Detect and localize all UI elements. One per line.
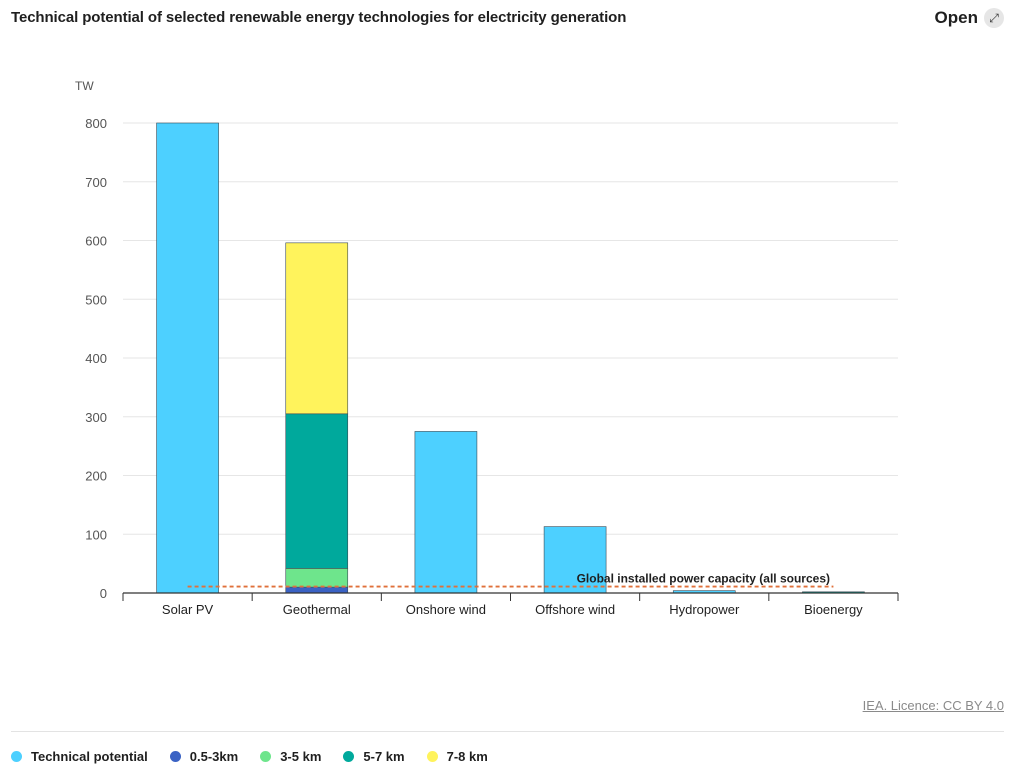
legend-item-7-8km[interactable]: 7-8 km — [426, 749, 488, 764]
legend-label: 0.5-3km — [189, 749, 239, 764]
x-category-label: Offshore wind — [535, 602, 615, 617]
open-button[interactable]: Open ⤢ — [935, 8, 1004, 28]
open-label: Open — [934, 8, 978, 27]
bar-segment — [414, 431, 478, 594]
y-tick-label: 300 — [85, 410, 107, 425]
chart-plot: TW 0 100 200 300 400 500 600 700 800 Solar PV Geoth… — [75, 79, 899, 617]
legend-swatch — [260, 751, 272, 762]
legend-label: 3-5 km — [280, 749, 322, 764]
legend-divider — [11, 731, 1004, 732]
chart-title: Technical potential of selected renewabl… — [11, 9, 627, 26]
y-tick-label: 700 — [85, 175, 107, 190]
bar-segment — [285, 242, 349, 415]
legend-label: 5-7 km — [363, 749, 405, 764]
legend-label: Technical potential — [31, 749, 148, 764]
legend: Technical potential 0.5-3km 3-5 km 5-7 k… — [11, 749, 488, 764]
y-tick-label: 400 — [85, 351, 107, 366]
x-category-label: Onshore wind — [406, 602, 486, 617]
legend-swatch — [343, 751, 355, 762]
legend-item-0.5-3km[interactable]: 0.5-3km — [169, 749, 239, 764]
expand-arrows-icon: ⤢ — [984, 8, 1004, 28]
legend-swatch — [426, 751, 438, 762]
bar-segment — [285, 413, 349, 569]
x-category-label: Bioenergy — [804, 602, 863, 617]
x-category-label: Solar PV — [162, 602, 214, 617]
legend-swatch — [169, 751, 181, 762]
y-tick-label: 600 — [85, 234, 107, 249]
y-tick-label: 200 — [85, 469, 107, 484]
legend-item-5-7km[interactable]: 5-7 km — [343, 749, 405, 764]
license-link[interactable]: IEA. Licence: CC BY 4.0 — [862, 698, 1004, 713]
legend-item-3-5km[interactable]: 3-5 km — [260, 749, 321, 764]
legend-item-technical-potential[interactable]: Technical potential — [11, 749, 148, 764]
y-tick-label: 500 — [85, 292, 107, 307]
y-tick-label: 100 — [85, 527, 107, 542]
bar-segment — [285, 568, 349, 588]
y-tick-label: 800 — [85, 116, 107, 131]
bar-segment — [156, 122, 219, 594]
legend-swatch — [11, 751, 22, 762]
legend-label: 7-8 km — [446, 749, 488, 764]
x-category-label: Hydropower — [669, 602, 740, 617]
reference-line-label: Global installed power capacity (all sou… — [577, 572, 830, 586]
x-category-label: Geothermal — [283, 602, 351, 617]
bar-segment — [285, 586, 349, 594]
y-axis-unit-label: TW — [75, 79, 94, 93]
y-tick-label: 0 — [100, 586, 107, 601]
